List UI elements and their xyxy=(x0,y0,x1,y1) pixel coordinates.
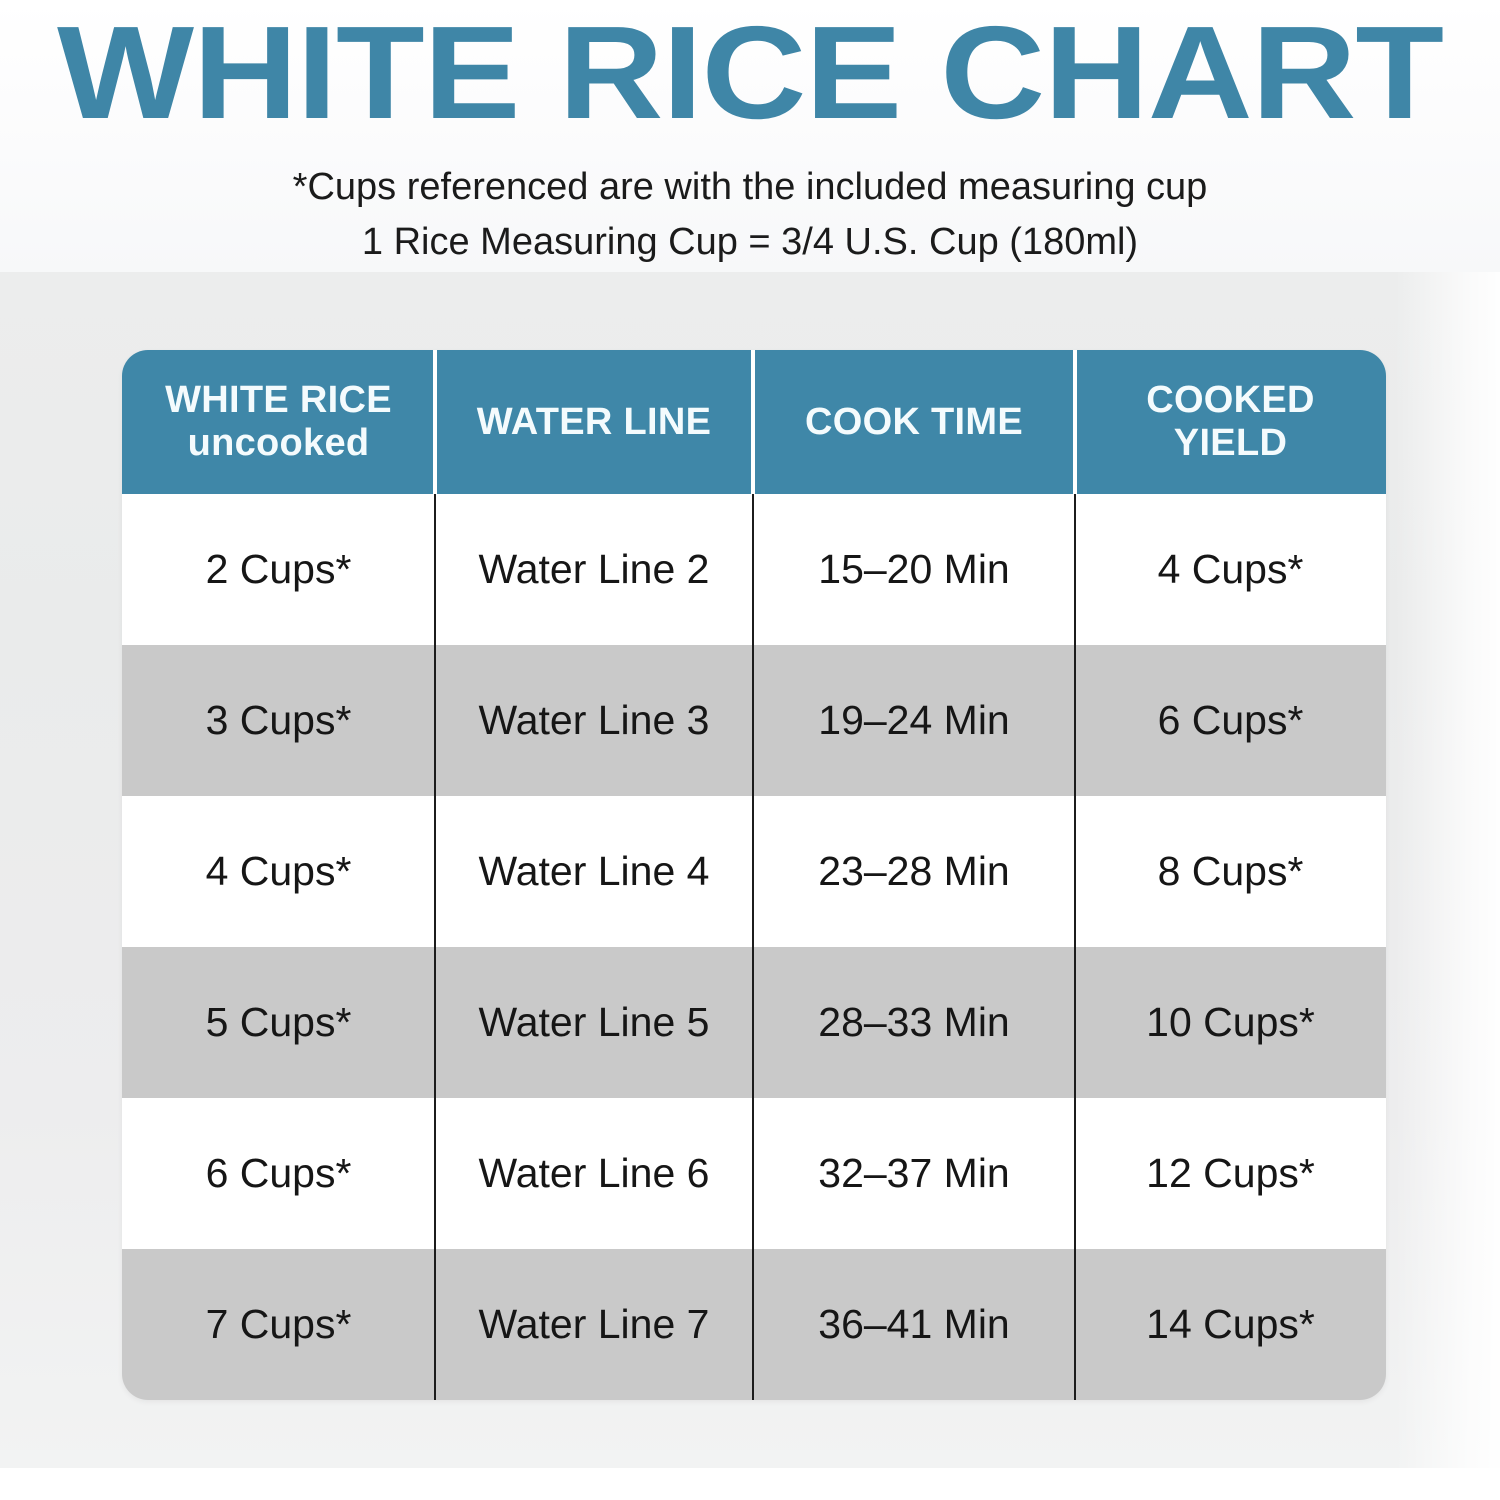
cell-water-line: Water Line 2 xyxy=(434,494,753,645)
cell-cooked-yield: 12 Cups* xyxy=(1074,1098,1386,1249)
column-header-cooked-yield-line2: YIELD xyxy=(1173,422,1288,464)
column-header-cooked-yield: COOKED YIELD xyxy=(1073,350,1386,494)
cell-cook-time: 32–37 Min xyxy=(752,1098,1075,1249)
cell-cook-time: 15–20 Min xyxy=(752,494,1075,645)
table-row: 2 Cups* Water Line 2 15–20 Min 4 Cups* xyxy=(122,494,1386,645)
cell-cooked-yield: 10 Cups* xyxy=(1074,947,1386,1098)
subtitle-line-2: 1 Rice Measuring Cup = 3/4 U.S. Cup (180… xyxy=(361,221,1139,263)
rice-cooking-table: WHITE RICE uncooked WATER LINE COOK TIME… xyxy=(122,350,1386,1400)
cell-uncooked-amount: 2 Cups* xyxy=(205,546,352,592)
cell-uncooked-amount: 4 Cups* xyxy=(205,848,352,894)
cell-water-line: Water Line 6 xyxy=(434,1098,753,1249)
column-header-water-line: WATER LINE xyxy=(433,350,753,494)
cell-water-line: Water Line 3 xyxy=(434,645,753,796)
cell-cooked-yield: 14 Cups* xyxy=(1074,1249,1386,1400)
column-header-water-line-line1: WATER LINE xyxy=(476,400,712,443)
page-title: WHITE RICE CHART xyxy=(57,0,1444,146)
cell-uncooked-amount: 5 Cups* xyxy=(205,999,352,1045)
table-row: 7 Cups* Water Line 7 36–41 Min 14 Cups* xyxy=(122,1249,1386,1400)
cell-cook-time: 28–33 Min xyxy=(752,947,1075,1098)
cell-cooked-yield: 6 Cups* xyxy=(1074,645,1386,796)
table-row: 4 Cups* Water Line 4 23–28 Min 8 Cups* xyxy=(122,796,1386,947)
cell-uncooked-amount: 6 Cups* xyxy=(205,1150,352,1196)
column-header-cook-time: COOK TIME xyxy=(751,350,1075,494)
cell-water-line: Water Line 7 xyxy=(434,1249,753,1400)
column-header-white-rice-line2: uncooked xyxy=(187,422,370,464)
table-row: 6 Cups* Water Line 6 32–37 Min 12 Cups* xyxy=(122,1098,1386,1249)
table-row: 3 Cups* Water Line 3 19–24 Min 6 Cups* xyxy=(122,645,1386,796)
table-row: 5 Cups* Water Line 5 28–33 Min 10 Cups* xyxy=(122,947,1386,1098)
cell-uncooked-amount: 3 Cups* xyxy=(205,697,352,743)
cell-water-line: Water Line 5 xyxy=(434,947,753,1098)
cell-water-line: Water Line 4 xyxy=(434,796,753,947)
column-header-white-rice: WHITE RICE uncooked xyxy=(122,350,435,494)
column-header-white-rice-line1: WHITE RICE xyxy=(165,379,392,422)
subtitle-line-1: *Cups referenced are with the included m… xyxy=(292,166,1208,208)
cell-cooked-yield: 4 Cups* xyxy=(1074,494,1386,645)
cell-cook-time: 23–28 Min xyxy=(752,796,1075,947)
background-band-bottom xyxy=(0,1468,1500,1500)
cell-uncooked-amount: 7 Cups* xyxy=(205,1301,352,1347)
table-header-row: WHITE RICE uncooked WATER LINE COOK TIME… xyxy=(122,350,1386,494)
cell-cook-time: 36–41 Min xyxy=(752,1249,1075,1400)
cell-cook-time: 19–24 Min xyxy=(752,645,1075,796)
background-band-top xyxy=(0,0,1500,272)
column-header-cook-time-line1: COOK TIME xyxy=(804,400,1024,443)
cell-cooked-yield: 8 Cups* xyxy=(1074,796,1386,947)
column-header-cooked-yield-line1: COOKED xyxy=(1146,379,1315,422)
